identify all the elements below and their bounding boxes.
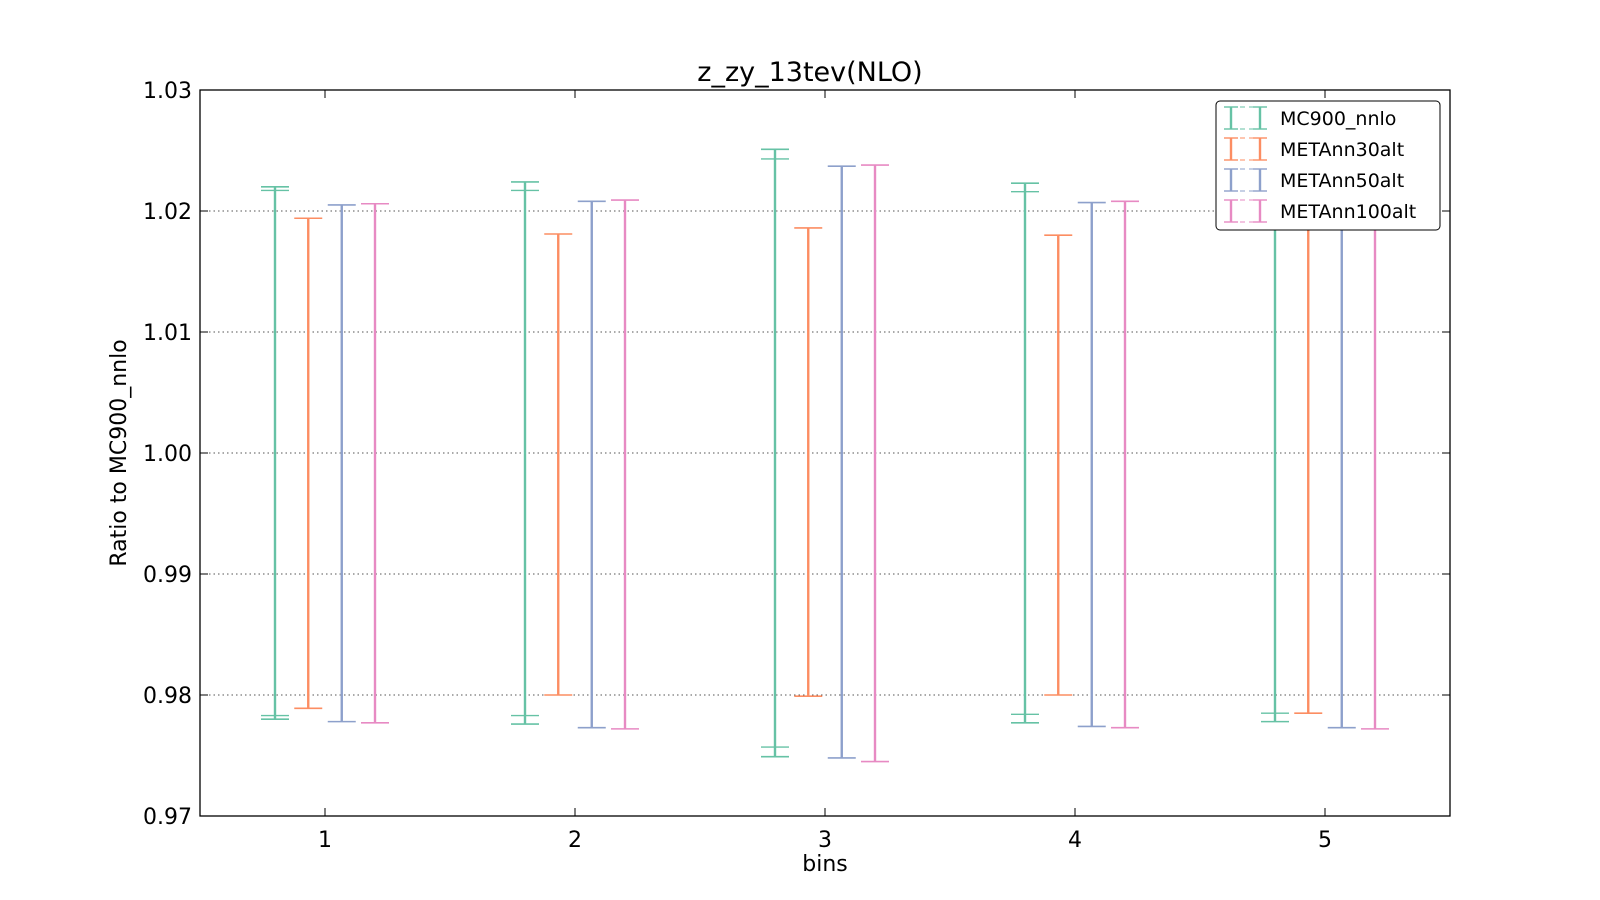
legend: MC900_nnlo METAnn30alt METAnn50alt METAnn10… [1215,100,1441,231]
legend-label: MC900_nnlo [1280,108,1396,130]
x-axis: 1 2 3 4 5 [318,90,1332,853]
x-tick-label: 2 [568,828,582,853]
series-MC900_nnlo [261,148,1289,758]
y-tick-label: 0.99 [143,563,192,588]
legend-box [1215,100,1441,231]
y-axis: 0.97 0.98 0.99 1.00 1.01 1.02 1.03 [143,79,1450,830]
series-METAnn100alt [361,164,1389,763]
x-tick-label: 4 [1068,828,1082,853]
chart-title: z_zy_13tev(NLO) [697,57,922,88]
x-tick-label: 5 [1318,828,1332,853]
grid [200,210,1450,696]
legend-label: METAnn30alt [1280,139,1404,161]
legend-label: METAnn100alt [1280,201,1416,223]
series-METAnn30alt [294,204,1323,714]
y-tick-label: 0.97 [143,805,192,830]
x-tick-label: 3 [818,828,832,853]
y-tick-label: 1.03 [143,79,192,104]
x-tick-label: 1 [318,828,332,853]
legend-item: METAnn50alt [1224,168,1404,192]
x-axis-label: bins [802,852,847,877]
y-tick-label: 0.98 [143,684,192,709]
legend-label: METAnn50alt [1280,170,1404,192]
y-tick-label: 1.02 [143,200,192,225]
legend-item: METAnn100alt [1224,199,1416,223]
y-tick-label: 1.00 [143,442,192,467]
errorbars [261,148,1389,763]
y-tick-label: 1.01 [143,321,192,346]
legend-item: MC900_nnlo [1224,106,1396,130]
y-axis-label: Ratio to MC900_nnlo [107,339,132,566]
series-METAnn50alt [327,165,1356,759]
legend-item: METAnn30alt [1224,137,1404,161]
